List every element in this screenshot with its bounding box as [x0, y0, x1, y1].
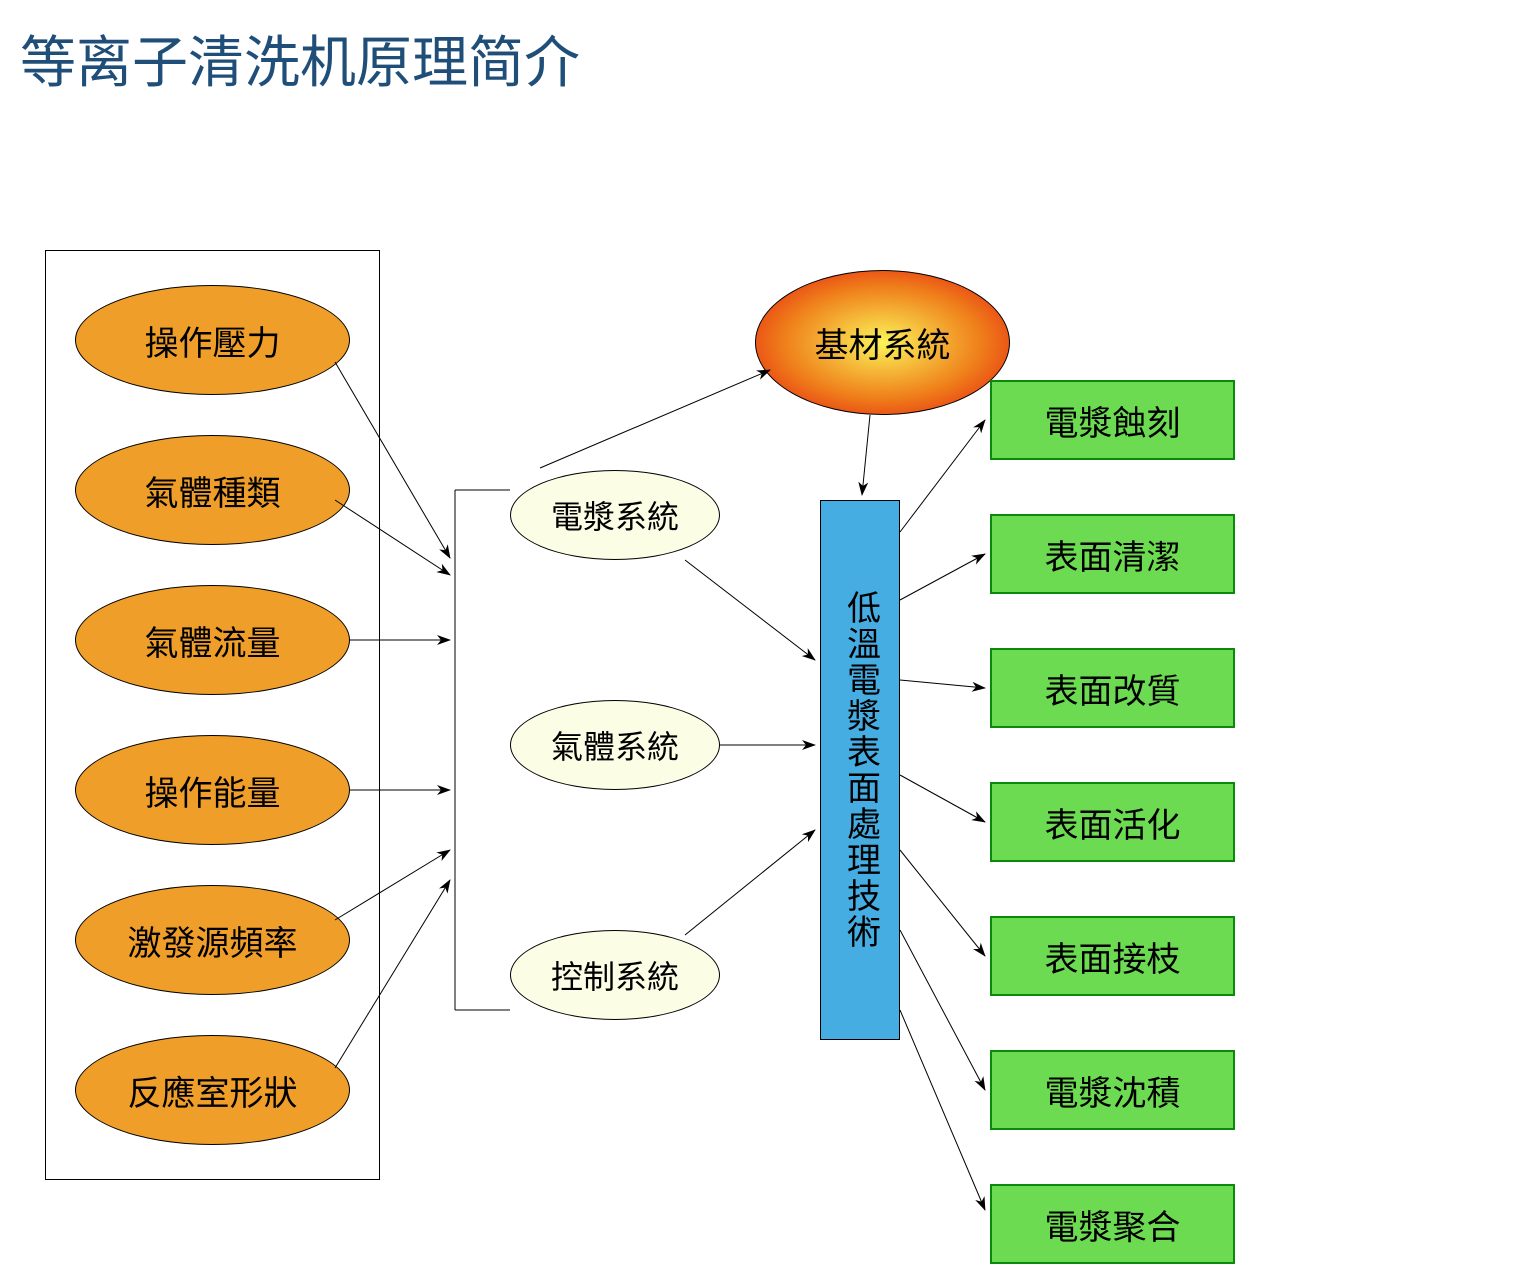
- etching-box: 電漿蝕刻: [990, 380, 1235, 460]
- substrate-system-node: 基材系統: [755, 270, 1010, 415]
- edge-arrow: [900, 930, 985, 1090]
- gas-flow-node: 氣體流量: [75, 585, 350, 695]
- modification-label: 表面改質: [1045, 664, 1181, 713]
- gas-type-node: 氣體種類: [75, 435, 350, 545]
- deposition-box: 電漿沈積: [990, 1050, 1235, 1130]
- edge-arrow: [900, 1010, 985, 1210]
- polymer-label: 電漿聚合: [1045, 1200, 1181, 1249]
- deposition-label: 電漿沈積: [1045, 1066, 1181, 1115]
- core-tech-label: 低溫電漿表面處理技術: [836, 590, 885, 950]
- edge-arrow: [900, 850, 985, 956]
- grafting-label: 表面接枝: [1045, 932, 1181, 981]
- edge-arrow: [862, 415, 870, 495]
- control-sys-node: 控制系統: [510, 930, 720, 1020]
- gas-sys-label: 氣體系統: [551, 722, 679, 768]
- freq-label: 激發源頻率: [128, 916, 298, 965]
- edge-arrow: [900, 554, 985, 600]
- substrate-system-label: 基材系統: [815, 318, 951, 367]
- chamber-label: 反應室形狀: [128, 1066, 298, 1115]
- chamber-node: 反應室形狀: [75, 1035, 350, 1145]
- page-title: 等离子清洗机原理简介: [20, 18, 580, 99]
- plasma-sys-node: 電漿系統: [510, 470, 720, 560]
- cleaning-label: 表面清潔: [1045, 530, 1181, 579]
- edge-arrow: [540, 370, 770, 468]
- freq-node: 激發源頻率: [75, 885, 350, 995]
- diagram-canvas: 等离子清洗机原理简介 操作壓力氣體種類氣體流量操作能量激發源頻率反應室形狀 電漿…: [0, 0, 1525, 1245]
- cleaning-box: 表面清潔: [990, 514, 1235, 594]
- edge-arrow: [900, 775, 985, 822]
- modification-box: 表面改質: [990, 648, 1235, 728]
- edge-arrow: [900, 680, 985, 688]
- activation-box: 表面活化: [990, 782, 1235, 862]
- edge-arrow: [685, 830, 815, 935]
- control-sys-label: 控制系統: [551, 952, 679, 998]
- core-tech-box: 低溫電漿表面處理技術: [820, 500, 900, 1040]
- gas-type-label: 氣體種類: [145, 466, 281, 515]
- etching-label: 電漿蝕刻: [1045, 396, 1181, 445]
- activation-label: 表面活化: [1045, 798, 1181, 847]
- energy-label: 操作能量: [145, 766, 281, 815]
- edge-arrow: [900, 420, 985, 532]
- polymer-box: 電漿聚合: [990, 1184, 1235, 1264]
- gas-flow-label: 氣體流量: [145, 616, 281, 665]
- grafting-box: 表面接枝: [990, 916, 1235, 996]
- edge-arrow: [685, 560, 815, 660]
- gas-sys-node: 氣體系統: [510, 700, 720, 790]
- pressure-label: 操作壓力: [145, 316, 281, 365]
- energy-node: 操作能量: [75, 735, 350, 845]
- plasma-sys-label: 電漿系統: [551, 492, 679, 538]
- pressure-node: 操作壓力: [75, 285, 350, 395]
